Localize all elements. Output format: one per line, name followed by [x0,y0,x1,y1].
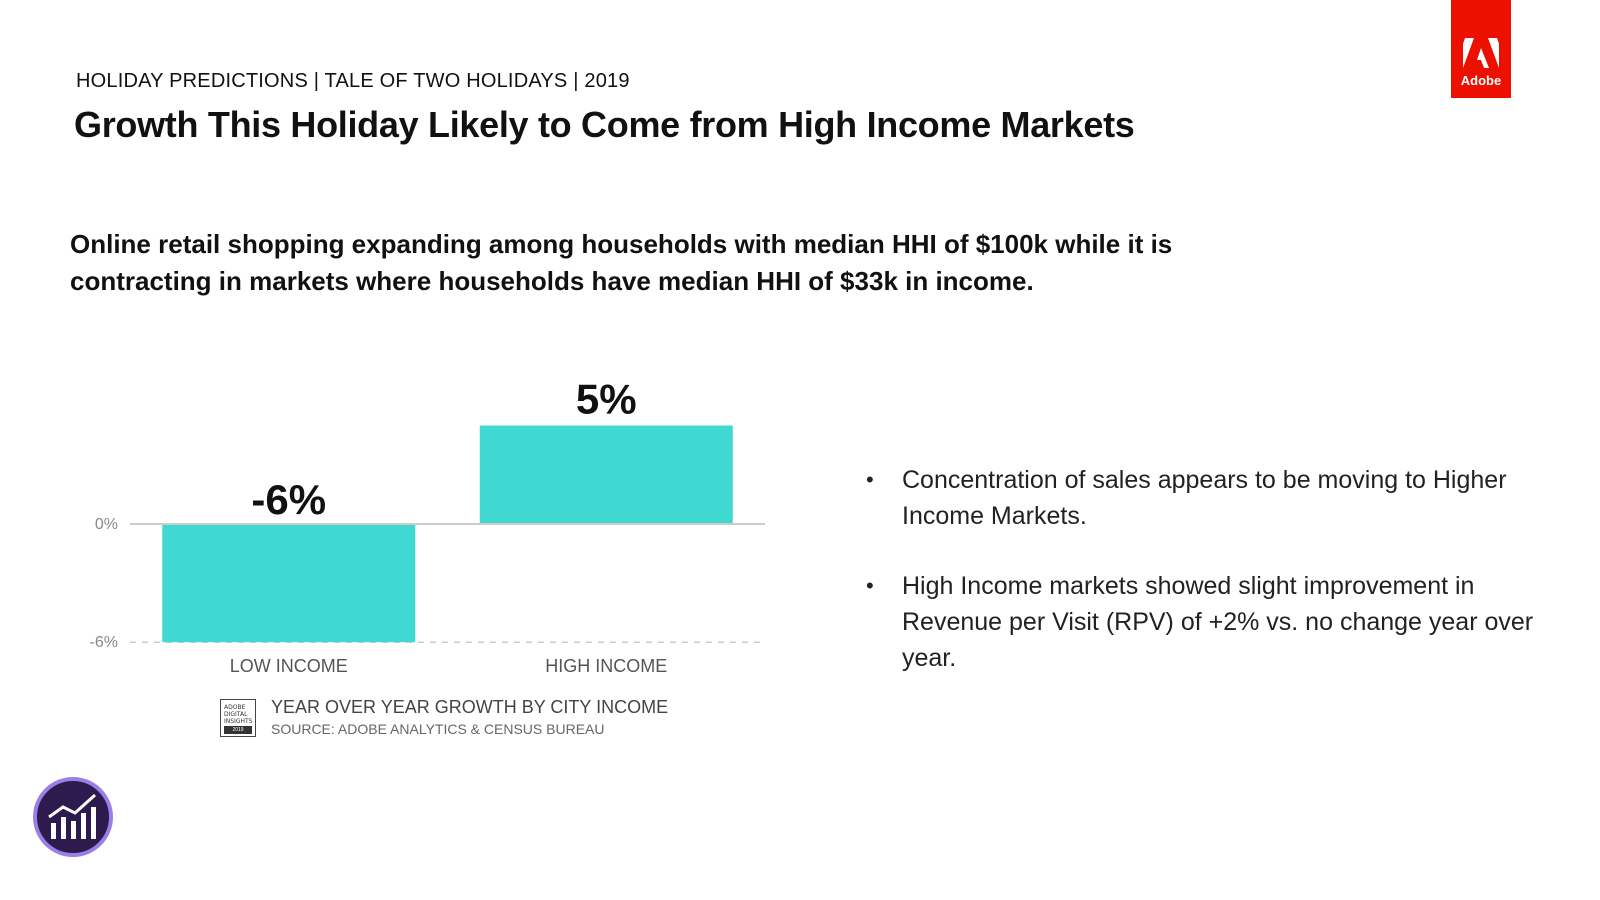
category-label: HIGH INCOME [545,656,667,676]
adobe-logo: Adobe [1451,0,1511,98]
adobe-analytics-icon [33,777,113,857]
bullet-dot-icon: • [866,467,874,492]
bullet-dot-icon: • [866,573,874,598]
bullet-text: High Income markets showed slight improv… [902,572,1534,672]
badge-line: DIGITAL [224,711,248,718]
y-tick-label: 0% [95,516,118,533]
adobe-a-icon [1463,38,1499,68]
badge-lines: ADOBE DIGITAL INSIGHTS [224,704,252,725]
key-findings-list: • Concentration of sales appears to be mo… [866,462,1546,710]
subtitle: Online retail shopping expanding among h… [70,229,1173,296]
bullet-item: • High Income markets showed slight impro… [866,568,1546,676]
adobe-digital-insights-badge: ADOBE DIGITAL INSIGHTS 2019 [220,699,256,737]
chart-title: YEAR OVER YEAR GROWTH BY CITY INCOME [271,697,669,717]
y-tick-label: -6% [90,634,118,651]
eyebrow: HOLIDAY PREDICTIONS | TALE OF TWO HOLIDA… [76,70,630,92]
category-label: LOW INCOME [230,656,348,676]
badge-year: 2019 [224,726,252,734]
bar [162,524,416,643]
bullet-text: Concentration of sales appears to be mov… [902,466,1507,530]
badge-line: ADOBE [224,704,246,711]
badge-line: INSIGHTS [224,718,253,725]
chart-source: SOURCE: ADOBE ANALYTICS & CENSUS BUREAU [271,721,605,737]
data-label: 5% [576,376,637,423]
data-label: -6% [251,476,326,523]
bar [479,425,733,524]
adobe-logo-text: Adobe [1460,73,1502,88]
page-title: Growth This Holiday Likely to Come from … [74,104,1135,145]
bar-chart: -6% LOW INCOME 5% HIGH INCOME 0% -6% [90,376,765,676]
bullet-item: • Concentration of sales appears to be mo… [866,462,1546,534]
